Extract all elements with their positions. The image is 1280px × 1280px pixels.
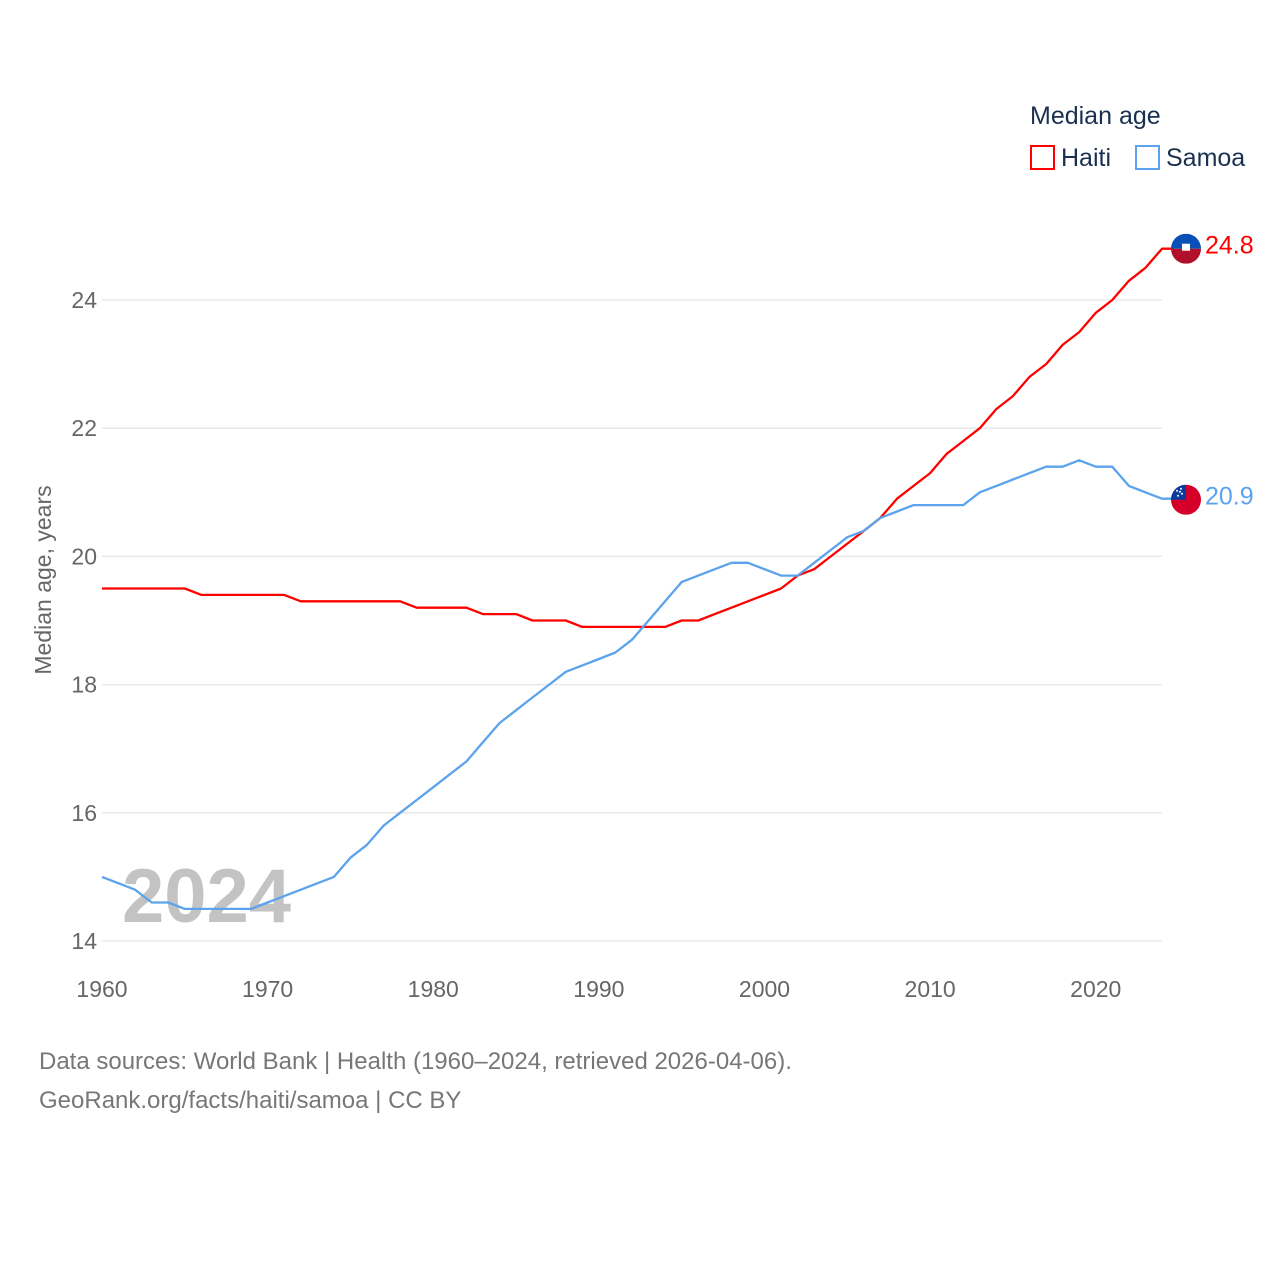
x-tick-label: 1970 <box>242 976 293 1002</box>
legend: Median age Haiti Samoa <box>1030 102 1245 172</box>
y-axis-ticks: 14 16 18 20 22 24 <box>71 287 97 954</box>
series-line-haiti <box>102 247 1174 629</box>
series-line-samoa <box>101 459 1174 911</box>
x-axis-ticks: 1960 1970 1980 1990 2000 2010 2020 <box>76 976 1121 1002</box>
source-line-2[interactable]: GeoRank.org/facts/haiti/samoa | CC BY <box>39 1087 461 1114</box>
y-tick-label: 16 <box>71 800 97 826</box>
flag-bottom <box>1171 248 1201 264</box>
flag-top <box>1171 233 1201 249</box>
x-tick-label: 1980 <box>408 976 459 1002</box>
flag-star <box>1179 490 1181 493</box>
y-tick-label: 18 <box>71 672 97 698</box>
x-tick-label: 1990 <box>573 976 624 1002</box>
x-tick-label: 2010 <box>905 976 956 1002</box>
x-tick-label: 2020 <box>1070 976 1121 1002</box>
flag-star <box>1181 492 1183 495</box>
legend-label-haiti: Haiti <box>1061 144 1111 172</box>
legend-title: Median age <box>1030 102 1161 130</box>
series-lines <box>101 247 1174 911</box>
legend-swatch-samoa <box>1135 145 1160 170</box>
flag-haiti-icon <box>1171 233 1201 264</box>
y-tick-label: 24 <box>71 287 97 313</box>
grid-lines <box>102 299 1162 942</box>
year-watermark: 2024 <box>122 854 291 939</box>
legend-label-samoa: Samoa <box>1166 144 1245 172</box>
end-label-haiti: 24.8 <box>1205 232 1254 260</box>
flag-star <box>1176 489 1178 492</box>
y-tick-label: 14 <box>71 928 97 954</box>
flag-canton <box>1171 484 1186 500</box>
y-tick-label: 20 <box>71 543 97 569</box>
flag-star <box>1180 487 1182 490</box>
flag-star <box>1177 494 1179 497</box>
flag-samoa-icon <box>1171 484 1201 515</box>
source-line-1: Data sources: World Bank | Health (1960–… <box>39 1048 792 1075</box>
end-markers: 24.8 20.9 <box>1171 232 1254 515</box>
y-axis-label: Median age, years <box>30 485 56 674</box>
flag-emblem <box>1182 243 1190 251</box>
legend-item-haiti[interactable]: Haiti <box>1030 144 1111 172</box>
end-label-samoa: 20.9 <box>1205 483 1254 511</box>
legend-swatch-haiti <box>1030 145 1055 170</box>
y-tick-label: 22 <box>71 415 97 441</box>
x-tick-label: 1960 <box>76 976 127 1002</box>
legend-item-samoa[interactable]: Samoa <box>1135 144 1245 172</box>
x-tick-label: 2000 <box>739 976 790 1002</box>
